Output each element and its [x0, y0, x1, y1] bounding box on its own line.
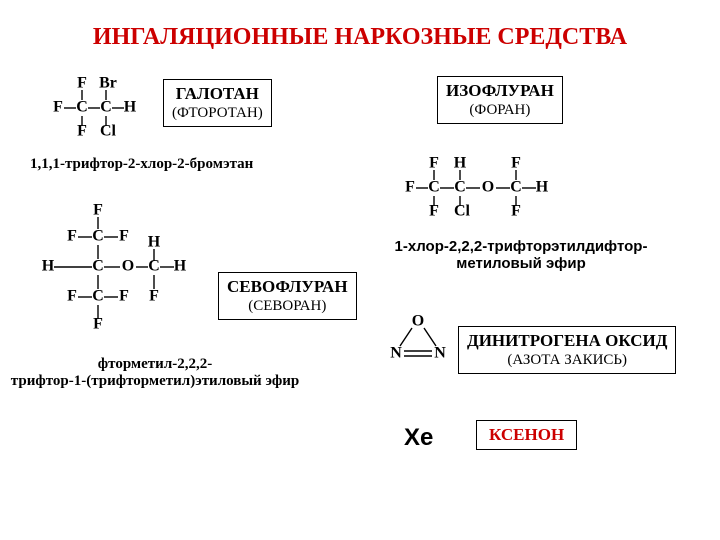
- isoflurane-structure: F H F F C C O C H F Cl F: [388, 150, 608, 230]
- isoflurane-iupac: 1-хлор-2,2,2-трифторэтилдифтор- метиловы…: [376, 238, 666, 272]
- sevoflurane-iupac2: трифтор-1-(трифторметил)этиловый эфир: [11, 373, 299, 389]
- svg-text:F: F: [429, 203, 439, 220]
- svg-text:H: H: [454, 155, 467, 172]
- n2o-structure: O N N: [380, 308, 460, 378]
- svg-text:F: F: [511, 203, 521, 220]
- svg-text:F: F: [511, 155, 521, 172]
- isoflurane-alt: (ФОРАН): [446, 101, 554, 120]
- svg-text:C: C: [92, 228, 104, 245]
- svg-text:F: F: [93, 202, 103, 219]
- sevoflurane-box: СЕВОФЛУРАН (СЕВОРАН): [218, 272, 357, 320]
- n2o-alt: (АЗОТА ЗАКИСЬ): [467, 351, 667, 370]
- svg-text:F: F: [77, 123, 87, 140]
- svg-text:F: F: [119, 228, 129, 245]
- sevoflurane-structure: F F C F H H C O C H F C F F F: [26, 195, 236, 365]
- n2o-box: ДИНИТРОГЕНА ОКСИД (АЗОТА ЗАКИСЬ): [458, 326, 676, 374]
- svg-text:O: O: [482, 179, 494, 196]
- isoflurane-iupac2: метиловый эфир: [456, 255, 586, 272]
- svg-text:H: H: [148, 234, 161, 251]
- svg-text:F: F: [93, 316, 103, 333]
- svg-text:H: H: [124, 99, 137, 116]
- svg-text:F: F: [53, 99, 63, 116]
- sevoflurane-iupac1: фторметил-2,2,2-: [98, 356, 212, 372]
- svg-text:F: F: [67, 228, 77, 245]
- svg-text:C: C: [510, 179, 522, 196]
- svg-text:Cl: Cl: [454, 203, 471, 220]
- svg-text:O: O: [412, 313, 424, 330]
- svg-text:H: H: [42, 258, 55, 275]
- isoflurane-box: ИЗОФЛУРАН (ФОРАН): [437, 76, 563, 124]
- svg-text:C: C: [76, 99, 88, 116]
- halothane-alt: (ФТОРОТАН): [172, 104, 263, 123]
- page-title: ИНГАЛЯЦИОННЫЕ НАРКОЗНЫЕ СРЕДСТВА: [0, 24, 720, 51]
- halothane-name: ГАЛОТАН: [172, 83, 263, 104]
- sevoflurane-iupac: фторметил-2,2,2- трифтор-1-(трифторметил…: [0, 356, 310, 390]
- halothane-box: ГАЛОТАН (ФТОРОТАН): [163, 79, 272, 127]
- isoflurane-iupac1: 1-хлор-2,2,2-трифторэтилдифтор-: [395, 238, 648, 255]
- svg-text:C: C: [100, 99, 112, 116]
- xenon-symbol: Xe: [404, 424, 433, 452]
- svg-text:F: F: [77, 75, 87, 92]
- svg-text:C: C: [454, 179, 466, 196]
- n2o-name: ДИНИТРОГЕНА ОКСИД: [467, 330, 667, 351]
- svg-text:C: C: [92, 288, 104, 305]
- svg-text:C: C: [92, 258, 104, 275]
- svg-text:Cl: Cl: [100, 123, 117, 140]
- svg-text:O: O: [122, 258, 134, 275]
- halothane-structure: F Br F C C H F Cl: [38, 70, 158, 140]
- svg-text:Br: Br: [99, 75, 117, 92]
- svg-text:N: N: [390, 345, 402, 362]
- svg-text:F: F: [119, 288, 129, 305]
- svg-text:H: H: [536, 179, 549, 196]
- svg-text:N: N: [434, 345, 446, 362]
- svg-text:C: C: [148, 258, 160, 275]
- sevoflurane-alt: (СЕВОРАН): [227, 297, 348, 316]
- svg-text:F: F: [405, 179, 415, 196]
- svg-text:F: F: [149, 288, 159, 305]
- sevoflurane-name: СЕВОФЛУРАН: [227, 276, 348, 297]
- svg-text:F: F: [429, 155, 439, 172]
- svg-text:H: H: [174, 258, 187, 275]
- halothane-iupac: 1,1,1-трифтор-2-хлор-2-бромэтан: [30, 156, 290, 173]
- xenon-box: КСЕНОН: [476, 420, 577, 450]
- isoflurane-name: ИЗОФЛУРАН: [446, 80, 554, 101]
- svg-text:C: C: [428, 179, 440, 196]
- svg-text:F: F: [67, 288, 77, 305]
